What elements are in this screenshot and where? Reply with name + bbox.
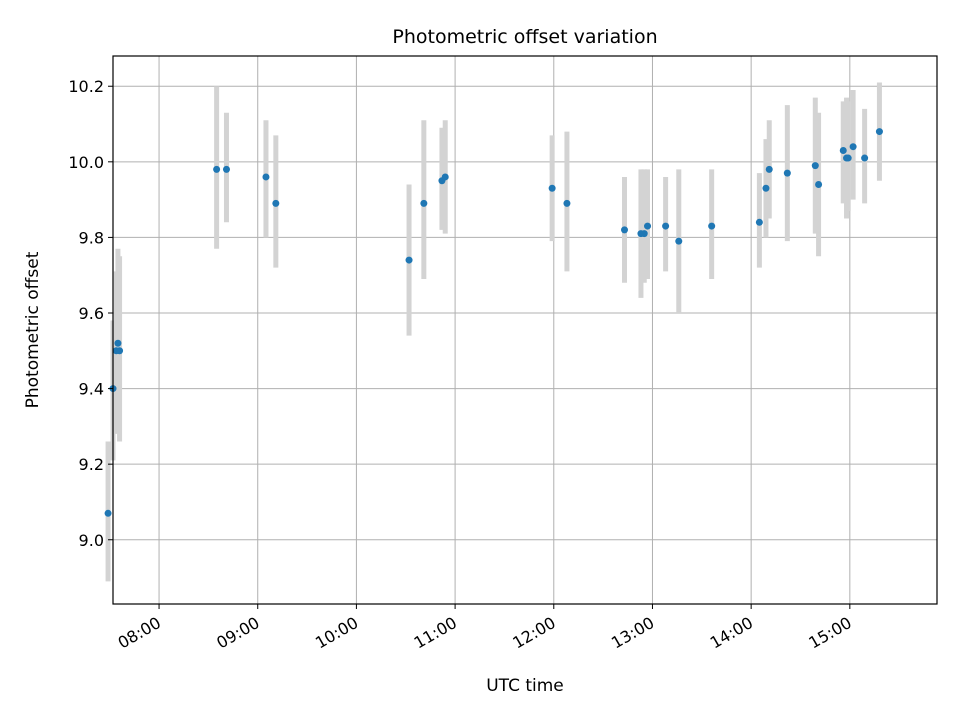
y-tick-label: 9.4 xyxy=(79,380,104,399)
x-tick-label: 11:00 xyxy=(411,613,460,653)
data-point xyxy=(213,165,221,173)
y-tick-label: 9.6 xyxy=(79,304,104,323)
data-point xyxy=(662,222,670,230)
data-point xyxy=(755,218,763,226)
x-tick-label: 14:00 xyxy=(707,613,756,653)
data-point xyxy=(640,230,648,238)
data-point xyxy=(644,222,652,230)
data-point xyxy=(262,173,270,181)
error-bars xyxy=(105,82,882,582)
data-point xyxy=(762,184,770,192)
x-tick-label: 12:00 xyxy=(509,613,558,653)
y-tick-label: 9.2 xyxy=(79,455,104,474)
data-point xyxy=(849,143,857,151)
data-point xyxy=(563,199,571,207)
x-tick-label: 08:00 xyxy=(115,613,164,653)
axis-ticks: 08:00 09:00 10:00 11:00 12:00 13:00 14:00 15:00… xyxy=(68,77,854,652)
data-point xyxy=(839,146,847,154)
y-axis-label: Photometric offset xyxy=(23,251,43,408)
data-point xyxy=(116,347,124,355)
data-point xyxy=(861,154,869,162)
y-tick-label: 9.8 xyxy=(79,228,104,247)
x-tick-label: 10:00 xyxy=(312,613,361,653)
y-tick-label: 10.2 xyxy=(68,77,104,96)
y-tick-label: 9.0 xyxy=(79,531,104,550)
data-point xyxy=(104,509,112,517)
x-tick-label: 15:00 xyxy=(805,613,854,653)
data-point xyxy=(548,184,556,192)
data-point xyxy=(441,173,449,181)
data-point xyxy=(405,256,413,264)
data-point xyxy=(815,180,823,188)
data-point xyxy=(420,199,428,207)
data-point xyxy=(811,162,819,170)
data-point xyxy=(875,128,883,136)
data-point xyxy=(765,165,773,173)
y-tick-label: 10.0 xyxy=(68,153,104,172)
grid-lines xyxy=(113,56,937,604)
data-point xyxy=(783,169,791,177)
data-point xyxy=(272,199,280,207)
data-point xyxy=(675,237,683,245)
data-point xyxy=(844,154,852,162)
chart-title: Photometric offset variation xyxy=(392,26,657,48)
data-point xyxy=(114,339,122,347)
data-points xyxy=(104,128,883,517)
x-tick-label: 09:00 xyxy=(213,613,262,653)
data-point xyxy=(708,222,716,230)
data-point xyxy=(222,165,230,173)
x-tick-label: 13:00 xyxy=(608,613,657,653)
data-point xyxy=(621,226,629,234)
x-axis-label: UTC time xyxy=(486,676,564,696)
plot-frame xyxy=(112,55,938,605)
